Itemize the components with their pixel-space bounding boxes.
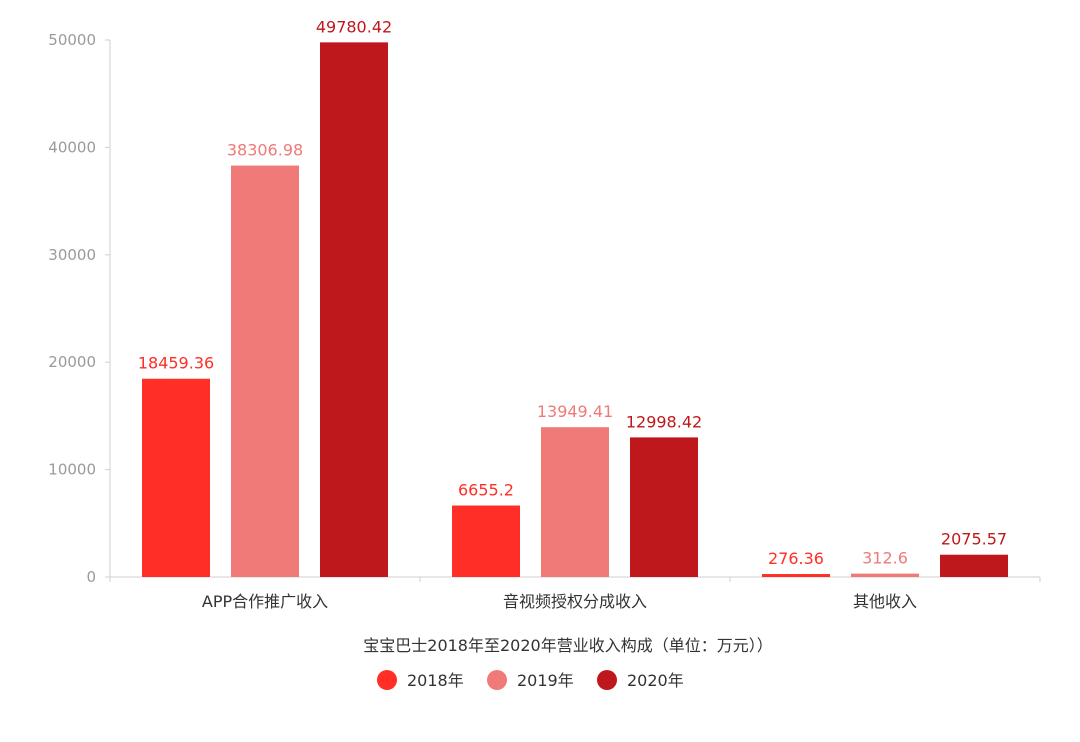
data-label: 6655.2 [458, 481, 514, 500]
bar[interactable] [541, 427, 609, 577]
legend-item[interactable]: 2018年 [377, 670, 464, 690]
y-tick-label: 40000 [48, 138, 96, 156]
legend-marker [487, 670, 507, 690]
data-label: 276.36 [768, 549, 824, 568]
bar[interactable] [142, 378, 210, 577]
y-tick-label: 0 [86, 568, 96, 586]
data-labels: 18459.36 6655.2 276.36 38306.98 13949.41 312.… [138, 17, 1007, 568]
bar[interactable] [762, 574, 830, 577]
data-label: 312.6 [862, 549, 908, 568]
data-label: 18459.36 [138, 354, 214, 373]
legend-item[interactable]: 2019年 [487, 670, 574, 690]
data-label: 12998.42 [626, 412, 702, 431]
x-tick-label: 其他收入 [853, 592, 917, 611]
data-label: 2075.57 [941, 530, 1007, 549]
legend-label: 2019年 [517, 671, 574, 690]
legend-label: 2018年 [407, 671, 464, 690]
bar[interactable] [231, 165, 299, 577]
legend-marker [597, 670, 617, 690]
y-tick-label: 10000 [48, 461, 96, 479]
bars [142, 42, 1008, 578]
legend-item[interactable]: 2020年 [597, 670, 684, 690]
x-tick-label: APP合作推广收入 [202, 592, 328, 611]
x-tick-label: 音视频授权分成收入 [503, 592, 647, 611]
bar[interactable] [630, 437, 698, 577]
y-tick-label: 30000 [48, 246, 96, 264]
chart-title: 宝宝巴士2018年至2020年营业收入构成（单位：万元）） [363, 636, 772, 655]
legend-marker [377, 670, 397, 690]
legend-label: 2020年 [627, 671, 684, 690]
y-tick-label: 50000 [48, 31, 96, 49]
bar[interactable] [320, 42, 388, 578]
legend[interactable]: 2018年 2019年 2020年 [377, 670, 684, 690]
y-tick-label: 20000 [48, 353, 96, 371]
data-label: 38306.98 [227, 141, 303, 160]
x-axis: APP合作推广收入 音视频授权分成收入 其他收入 [109, 576, 1041, 611]
bar[interactable] [940, 554, 1008, 577]
bar[interactable] [452, 505, 520, 577]
data-label: 13949.41 [537, 402, 613, 421]
y-axis: 0 10000 20000 30000 40000 50000 [48, 31, 111, 586]
bar[interactable] [851, 573, 919, 577]
data-label: 49780.42 [316, 17, 392, 36]
